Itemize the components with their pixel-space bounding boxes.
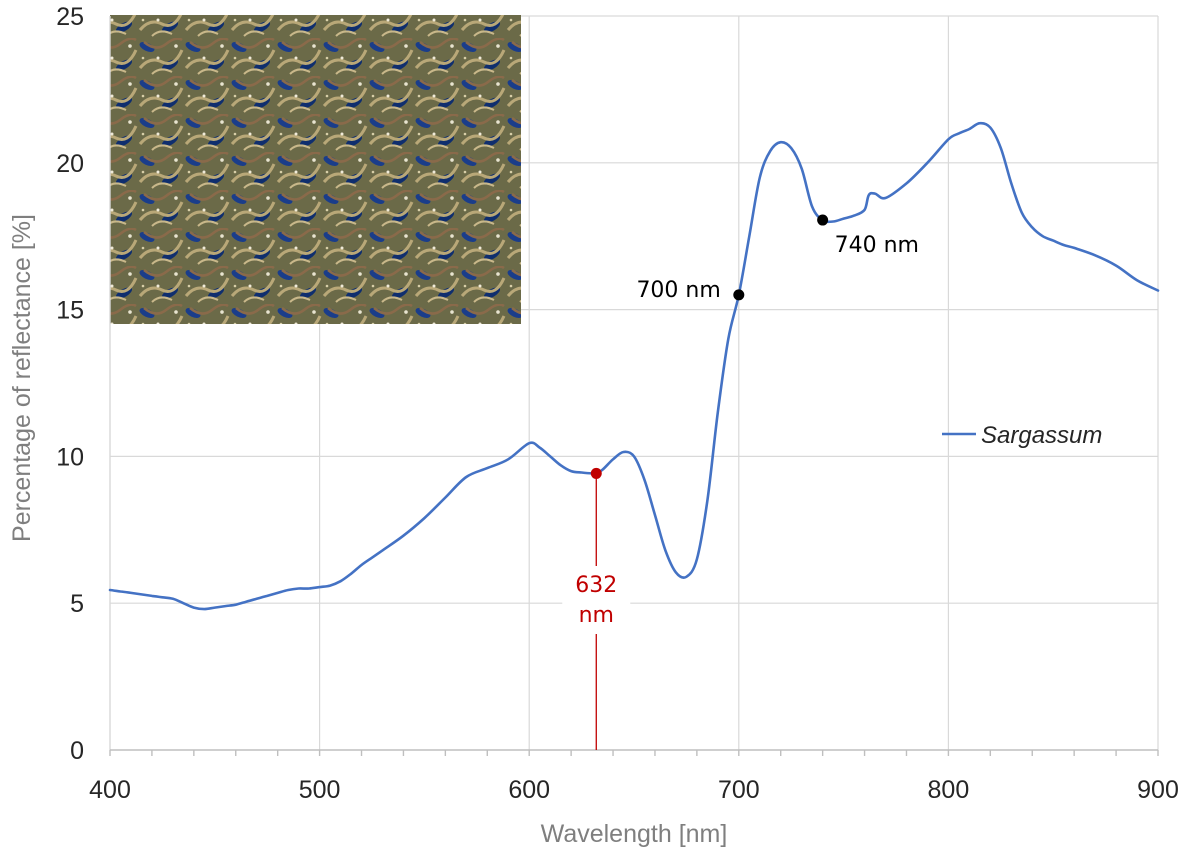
annotation-label-740: 740 nm	[835, 233, 919, 258]
y-tick-label: 20	[56, 150, 84, 178]
sargassum-photo	[110, 15, 521, 324]
series-line-sargassum	[108, 121, 1160, 611]
x-tick-label: 900	[1137, 776, 1179, 804]
x-tick-label: 500	[299, 776, 341, 804]
y-tick-label: 0	[70, 737, 84, 765]
x-tick-label: 400	[89, 776, 131, 804]
annotation-label-700: 700 nm	[636, 278, 720, 303]
y-tick-label: 25	[56, 3, 84, 31]
annotation-label-632: 632	[575, 573, 617, 598]
x-tick-label: 800	[928, 776, 970, 804]
legend-label: Sargassum	[981, 422, 1102, 449]
y-tick-label: 10	[56, 443, 84, 471]
marker-point-632	[590, 467, 602, 479]
annotation-label-632: nm	[579, 603, 614, 628]
y-axis-title: Percentage of reflectance [%]	[8, 214, 36, 542]
y-tick-label: 5	[70, 590, 84, 618]
x-tick-label: 600	[508, 776, 550, 804]
x-axis-title: Wavelength [nm]	[541, 820, 728, 848]
marker-point-700	[733, 289, 745, 301]
x-tick-label: 700	[718, 776, 760, 804]
label-background-632	[562, 566, 631, 634]
marker-point-740	[817, 214, 829, 226]
y-tick-label: 15	[56, 297, 84, 325]
